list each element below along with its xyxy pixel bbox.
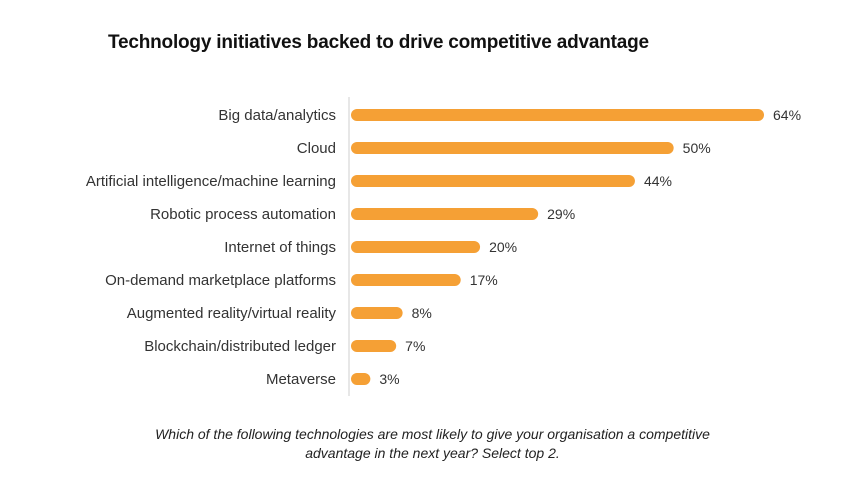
bar (351, 274, 461, 286)
category-label: On-demand marketplace platforms (105, 272, 336, 289)
bar (351, 307, 403, 319)
category-label: Artificial intelligence/machine learning (86, 173, 336, 190)
bar (351, 142, 674, 154)
category-label: Robotic process automation (150, 206, 336, 223)
category-label: Cloud (297, 140, 336, 157)
value-label: 29% (547, 206, 575, 222)
value-label: 17% (470, 272, 498, 288)
value-label: 7% (405, 338, 425, 354)
bar-chart: Big data/analytics 64% Cloud 50% Artificial … (86, 97, 801, 396)
value-label: 8% (412, 305, 432, 321)
bar (351, 340, 397, 352)
category-label: Internet of things (224, 239, 336, 256)
chart-caption: Which of the following technologies are … (0, 425, 865, 463)
caption-line-2: advantage in the next year? Select top 2… (305, 445, 560, 461)
bar (351, 241, 481, 253)
category-label: Metaverse (266, 371, 336, 388)
value-label: 44% (644, 173, 672, 189)
category-label: Big data/analytics (218, 107, 336, 124)
bar (351, 109, 764, 121)
value-label: 64% (773, 107, 801, 123)
value-label: 3% (379, 371, 399, 387)
value-label: 50% (683, 140, 711, 156)
bar (351, 373, 371, 385)
category-label: Augmented reality/virtual reality (127, 305, 337, 322)
value-label: 20% (489, 239, 517, 255)
chart-title: Technology initiatives backed to drive c… (108, 32, 649, 53)
category-label: Blockchain/distributed ledger (144, 338, 336, 355)
bar (351, 175, 635, 187)
bar (351, 208, 539, 220)
caption-line-1: Which of the following technologies are … (155, 426, 710, 442)
